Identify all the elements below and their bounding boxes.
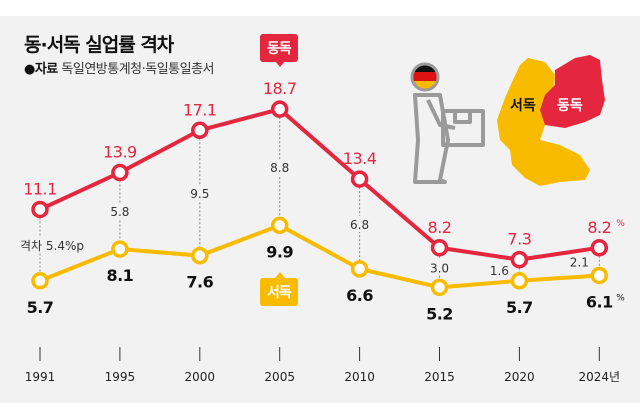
chart-title: 동·서독 실업률 격차 — [24, 34, 174, 56]
east-point — [430, 239, 449, 257]
west-data-label: 7.6 — [186, 273, 213, 292]
x-tick-label: 1991 — [25, 370, 56, 384]
unit-label: % — [616, 219, 625, 229]
west-point — [191, 246, 209, 265]
west-point — [31, 272, 49, 290]
source-label: ●자료 — [24, 62, 58, 77]
west-data-label: 6.6 — [346, 286, 373, 305]
x-tick-label: 2020 — [504, 370, 535, 384]
west-badge-pointer — [275, 272, 285, 278]
gap-label-bg — [185, 184, 214, 201]
west-data-label: 6.1 — [586, 292, 613, 311]
west-point — [350, 260, 369, 278]
east-point — [510, 250, 529, 269]
gap-label-bg — [18, 237, 86, 254]
east-data-label: 13.4 — [343, 149, 377, 168]
west-point — [111, 240, 129, 258]
east-data-label: 18.7 — [263, 79, 297, 98]
gap-label-bg — [425, 259, 454, 276]
gap-label-bg — [565, 253, 594, 270]
east-data-label: 13.9 — [103, 143, 137, 162]
west-point — [430, 278, 449, 297]
source-text: 독일연방통계청·독일통일총서 — [61, 62, 215, 77]
map-label-east: 동독 — [557, 98, 583, 114]
west-point — [590, 266, 609, 285]
east-point — [350, 170, 369, 188]
gap-label-bg — [265, 159, 294, 176]
x-tick-label: 2024년 — [579, 370, 621, 384]
gap-label: 9.5 — [190, 187, 209, 201]
x-tick-label: 2000 — [185, 370, 216, 384]
x-tick-label: 2005 — [264, 370, 295, 384]
west-data-label: 9.9 — [266, 242, 293, 261]
gap-label: 8.8 — [270, 161, 289, 175]
gap-label-bg — [105, 202, 134, 219]
east-point — [31, 200, 49, 219]
legend-east-badge: 동독 — [260, 34, 298, 62]
east-data-label: 8.2 — [587, 218, 611, 237]
east-data-label: 7.3 — [507, 230, 531, 249]
germany-map: 서독 동독 — [497, 55, 605, 186]
west-point — [270, 216, 289, 235]
west-series-line — [39, 223, 600, 290]
east-data-label: 11.1 — [23, 179, 57, 198]
east-point — [590, 239, 609, 257]
x-tick-label: 2015 — [424, 370, 455, 384]
x-tick-label: 2010 — [344, 370, 375, 384]
east-series-line — [39, 107, 600, 262]
unit-label: % — [616, 293, 625, 303]
german-flag-icon — [410, 62, 440, 92]
gap-label-bg — [485, 262, 514, 279]
gap-label-bg — [345, 216, 374, 232]
west-point — [510, 272, 529, 290]
map-label-west: 서독 — [510, 98, 536, 114]
east-data-label: 17.1 — [183, 100, 217, 119]
west-data-label: 5.7 — [27, 298, 54, 317]
gap-label: 1.6 — [490, 264, 509, 278]
east-point — [191, 121, 209, 140]
west-data-label: 8.1 — [106, 266, 133, 285]
legend-west-badge: 서독 — [260, 278, 298, 306]
gap-label: 격차 5.4%p — [20, 239, 84, 253]
west-data-label: 5.7 — [506, 298, 533, 317]
gap-label: 5.8 — [110, 205, 129, 219]
west-data-label: 5.2 — [426, 304, 453, 323]
east-badge-pointer — [275, 61, 285, 67]
x-tick-label: 1995 — [105, 370, 136, 384]
gap-label: 3.0 — [430, 262, 449, 276]
gap-label: 2.1 — [570, 256, 589, 270]
gap-label: 6.8 — [350, 218, 369, 232]
worker-with-box-icon — [413, 93, 485, 184]
east-point — [111, 163, 129, 182]
east-point — [270, 100, 289, 118]
east-data-label: 8.2 — [428, 218, 452, 237]
source-note: ●자료 독일연방통계청·독일통일총서 — [24, 58, 215, 77]
